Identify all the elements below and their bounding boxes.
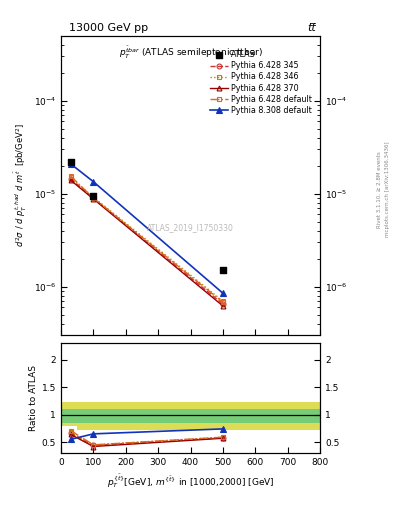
- Pythia 6.428 370: [91, 196, 96, 202]
- Line: Pythia 8.308 default: Pythia 8.308 default: [68, 161, 226, 296]
- Pythia 6.428 346: [68, 175, 73, 181]
- Pythia 8.308 default: [68, 161, 73, 167]
- Y-axis label: $d^2\sigma\ /\ d\ p_T^{t,had}\ d\ m^{\bar{t}}$  [pb/GeV$^2$]: $d^2\sigma\ /\ d\ p_T^{t,had}\ d\ m^{\ba…: [13, 124, 29, 247]
- ATLAS: [68, 158, 74, 166]
- Pythia 6.428 default: [68, 173, 73, 179]
- Text: 13000 GeV pp: 13000 GeV pp: [69, 23, 148, 33]
- X-axis label: $p_T^{\{\bar{t}\}}$[GeV], $m^{\{\bar{t}\}}$ in [1000,2000] [GeV]: $p_T^{\{\bar{t}\}}$[GeV], $m^{\{\bar{t}\…: [107, 473, 274, 490]
- Pythia 6.428 default: [91, 195, 96, 201]
- Text: ATLAS_2019_I1750330: ATLAS_2019_I1750330: [147, 223, 234, 232]
- Line: Pythia 6.428 346: Pythia 6.428 346: [68, 175, 226, 304]
- Pythia 6.428 345: [68, 176, 73, 182]
- Line: Pythia 6.428 default: Pythia 6.428 default: [68, 174, 226, 305]
- Pythia 8.308 default: [91, 179, 96, 185]
- Pythia 8.308 default: [221, 290, 226, 296]
- ATLAS: [90, 192, 97, 200]
- Text: Rivet 3.1.10, ≥ 2.8M events: Rivet 3.1.10, ≥ 2.8M events: [377, 151, 382, 228]
- Text: $p_T^{\bar{t}bar}$ (ATLAS semileptonic ttbar): $p_T^{\bar{t}bar}$ (ATLAS semileptonic t…: [119, 45, 263, 61]
- Text: tt̅: tt̅: [308, 23, 316, 33]
- Line: Pythia 6.428 370: Pythia 6.428 370: [68, 178, 226, 309]
- Pythia 6.428 345: [91, 195, 96, 201]
- Y-axis label: Ratio to ATLAS: Ratio to ATLAS: [29, 365, 37, 431]
- Line: Pythia 6.428 345: Pythia 6.428 345: [68, 176, 226, 307]
- Pythia 6.428 370: [221, 303, 226, 309]
- Pythia 6.428 346: [221, 298, 226, 304]
- Pythia 6.428 345: [221, 301, 226, 307]
- Pythia 6.428 default: [221, 299, 226, 305]
- Pythia 6.428 370: [68, 177, 73, 183]
- Pythia 6.428 346: [91, 194, 96, 200]
- Text: mcplots.cern.ch [arXiv:1306.3436]: mcplots.cern.ch [arXiv:1306.3436]: [385, 142, 389, 237]
- ATLAS: [220, 266, 226, 274]
- Legend: ATLAS, Pythia 6.428 345, Pythia 6.428 346, Pythia 6.428 370, Pythia 6.428 defaul: ATLAS, Pythia 6.428 345, Pythia 6.428 34…: [209, 49, 314, 116]
